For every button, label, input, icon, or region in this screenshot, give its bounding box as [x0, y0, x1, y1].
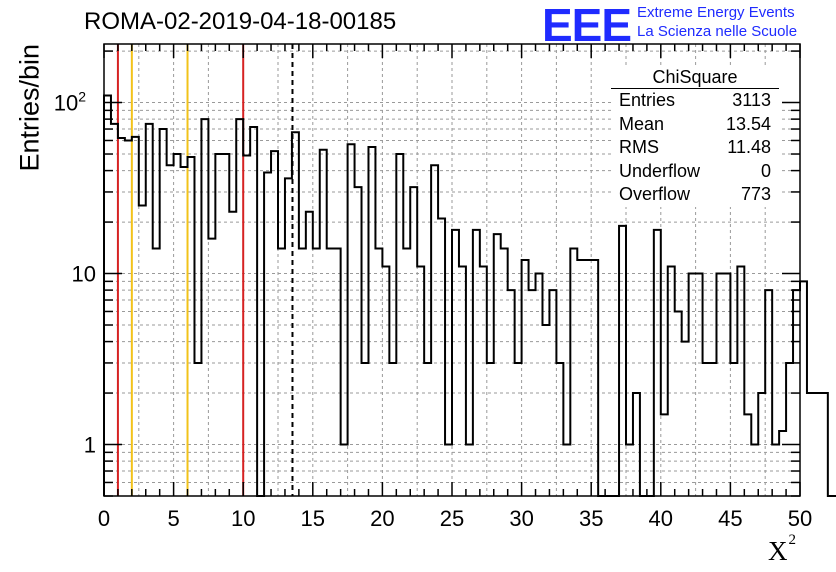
x-tick-label: 10 [231, 506, 255, 531]
stats-label: RMS [619, 137, 659, 157]
eee-logo: EEE [542, 0, 632, 51]
stats-row: Mean 13.54 [611, 113, 779, 137]
x-tick-label: 20 [370, 506, 394, 531]
stats-label: Entries [619, 90, 676, 110]
x-tick-label: 5 [167, 506, 179, 531]
y-axis-label: Entries/bin [14, 43, 45, 172]
axis-ticks [103, 44, 801, 497]
stats-label: Underflow [619, 160, 701, 181]
stats-title: ChiSquare [611, 66, 779, 89]
x-tick-label: 30 [509, 506, 533, 531]
stats-row: RMS 11.48 [611, 136, 779, 160]
y-tick-label: 10 [72, 262, 96, 287]
x-tick-label: 0 [98, 506, 110, 531]
stats-row: Entries 3113 [611, 89, 779, 113]
x-tick-label: 45 [718, 506, 742, 531]
histogram-series-line [103, 94, 836, 497]
tick-labels: 0 5 10 15 20 25 30 35 40 45 50 1 10 102 [54, 89, 813, 531]
x-axis-label-superscript: 2 [788, 532, 797, 548]
stats-value: 3113 [732, 90, 771, 110]
x-axis-label-base: X [768, 536, 788, 566]
y-tick-label: 102 [54, 89, 86, 116]
x-tick-label: 35 [579, 506, 603, 531]
stats-box: ChiSquare Entries 3113 Mean 13.54 RMS 11.48… [611, 66, 779, 207]
marker-lines [116, 44, 294, 496]
y-tick-label: 1 [84, 433, 96, 458]
stats-value: 11.48 [727, 137, 771, 157]
chart-title: ROMA-02-2019-04-18-00185 [84, 8, 397, 35]
stats-row: Underflow 0 [611, 160, 779, 184]
stats-label: Overflow [619, 184, 691, 204]
x-tick-label: 15 [301, 506, 325, 531]
logo-subtitle-line1: Extreme Energy Events [637, 4, 795, 21]
logo-subtitle-line2: La Scienza nelle Scuole [637, 23, 798, 40]
stats-value: 773 [740, 184, 771, 204]
x-tick-label: 40 [649, 506, 673, 531]
stats-value: 13.54 [725, 113, 771, 134]
stats-label: Mean [619, 113, 665, 134]
x-tick-label: 50 [788, 506, 812, 531]
stats-row: Overflow 773 [611, 183, 779, 207]
x-tick-label: 25 [440, 506, 464, 531]
stats-value: 0 [760, 160, 771, 181]
x-axis-label: X2 [768, 532, 796, 567]
